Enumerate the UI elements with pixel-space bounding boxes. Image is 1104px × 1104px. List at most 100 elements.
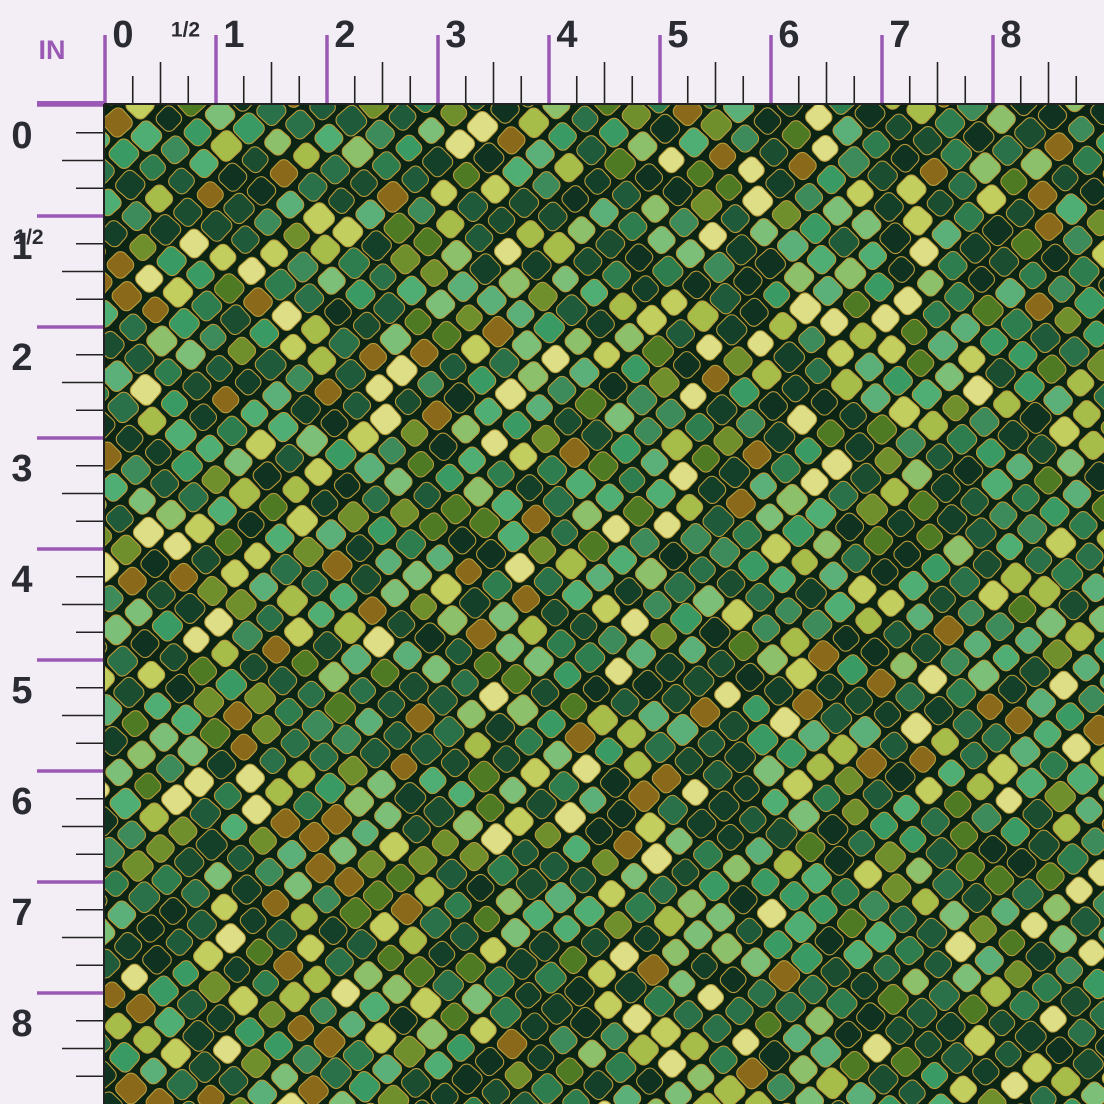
scale bbox=[935, 1011, 966, 1042]
scale bbox=[978, 834, 1008, 864]
scale bbox=[688, 556, 716, 584]
scale bbox=[474, 1046, 505, 1077]
scale bbox=[676, 493, 704, 521]
scale bbox=[297, 680, 326, 709]
scale bbox=[785, 657, 818, 690]
scale bbox=[422, 146, 454, 178]
scale bbox=[393, 641, 422, 670]
scale bbox=[908, 490, 939, 521]
scale bbox=[703, 251, 735, 283]
scale bbox=[765, 168, 796, 199]
scale bbox=[845, 1081, 876, 1104]
scale bbox=[181, 878, 210, 908]
scale bbox=[653, 905, 685, 937]
scale bbox=[909, 237, 939, 267]
scale bbox=[207, 496, 237, 526]
scale bbox=[342, 391, 372, 420]
scale bbox=[755, 503, 784, 532]
left-ruler-label: 1 bbox=[11, 226, 32, 268]
scale bbox=[298, 1075, 329, 1104]
scale bbox=[976, 184, 1007, 215]
scale bbox=[271, 300, 302, 332]
scale bbox=[936, 504, 968, 535]
scale bbox=[920, 1061, 949, 1090]
scale bbox=[337, 755, 368, 786]
scale bbox=[1033, 720, 1062, 748]
scale bbox=[394, 388, 422, 416]
scale bbox=[1020, 148, 1053, 180]
scale bbox=[137, 660, 166, 689]
scale bbox=[256, 105, 287, 127]
scale bbox=[594, 737, 623, 766]
scale bbox=[117, 820, 147, 850]
scale bbox=[862, 1033, 892, 1063]
scale bbox=[286, 504, 319, 537]
scale bbox=[241, 794, 272, 825]
scale bbox=[154, 358, 183, 387]
scale bbox=[239, 907, 267, 935]
scale bbox=[691, 444, 720, 473]
scale bbox=[262, 381, 292, 411]
scale bbox=[1030, 322, 1061, 354]
scale bbox=[261, 889, 290, 917]
scale bbox=[643, 985, 676, 1017]
scale bbox=[766, 1073, 795, 1102]
scale bbox=[500, 918, 531, 948]
scale bbox=[580, 927, 611, 958]
scale bbox=[944, 281, 975, 312]
scale bbox=[275, 1092, 307, 1104]
scale bbox=[742, 185, 774, 217]
scale bbox=[651, 763, 682, 794]
scale bbox=[950, 313, 981, 343]
scale bbox=[432, 320, 462, 351]
scale bbox=[283, 222, 310, 250]
scale bbox=[555, 1057, 584, 1086]
scale bbox=[149, 213, 182, 246]
scale bbox=[335, 105, 368, 137]
scale bbox=[142, 296, 169, 324]
scale bbox=[637, 954, 669, 986]
scale bbox=[779, 881, 809, 911]
scale bbox=[890, 143, 920, 173]
scale bbox=[775, 991, 806, 1023]
scale bbox=[934, 362, 964, 392]
scale bbox=[958, 994, 989, 1025]
scale bbox=[534, 821, 562, 849]
scale bbox=[531, 1073, 563, 1104]
scale bbox=[117, 566, 147, 596]
scale bbox=[318, 916, 348, 945]
scale bbox=[729, 377, 760, 408]
scale bbox=[490, 105, 520, 124]
scale bbox=[801, 863, 832, 894]
scale bbox=[804, 357, 832, 385]
scale bbox=[469, 507, 501, 539]
scale bbox=[611, 180, 641, 210]
scale bbox=[1066, 369, 1095, 397]
scale bbox=[898, 570, 929, 601]
scale bbox=[959, 741, 988, 770]
scale bbox=[489, 347, 520, 378]
scale bbox=[1037, 105, 1068, 131]
scale bbox=[1019, 401, 1052, 434]
scale bbox=[927, 1093, 955, 1104]
scale bbox=[864, 272, 894, 302]
scale bbox=[650, 622, 677, 650]
scale bbox=[237, 511, 265, 539]
scale bbox=[620, 862, 648, 890]
scale bbox=[354, 452, 385, 484]
scale bbox=[700, 109, 733, 141]
scale bbox=[752, 359, 782, 390]
scale bbox=[440, 493, 472, 525]
scale bbox=[613, 830, 643, 860]
scale bbox=[714, 681, 741, 709]
scale bbox=[407, 196, 436, 225]
scale bbox=[439, 353, 467, 381]
scale bbox=[440, 1002, 469, 1031]
scale bbox=[459, 841, 489, 872]
scale bbox=[841, 543, 871, 573]
scale bbox=[358, 596, 387, 625]
scale bbox=[111, 281, 142, 312]
scale bbox=[298, 172, 328, 202]
scale bbox=[223, 701, 253, 731]
